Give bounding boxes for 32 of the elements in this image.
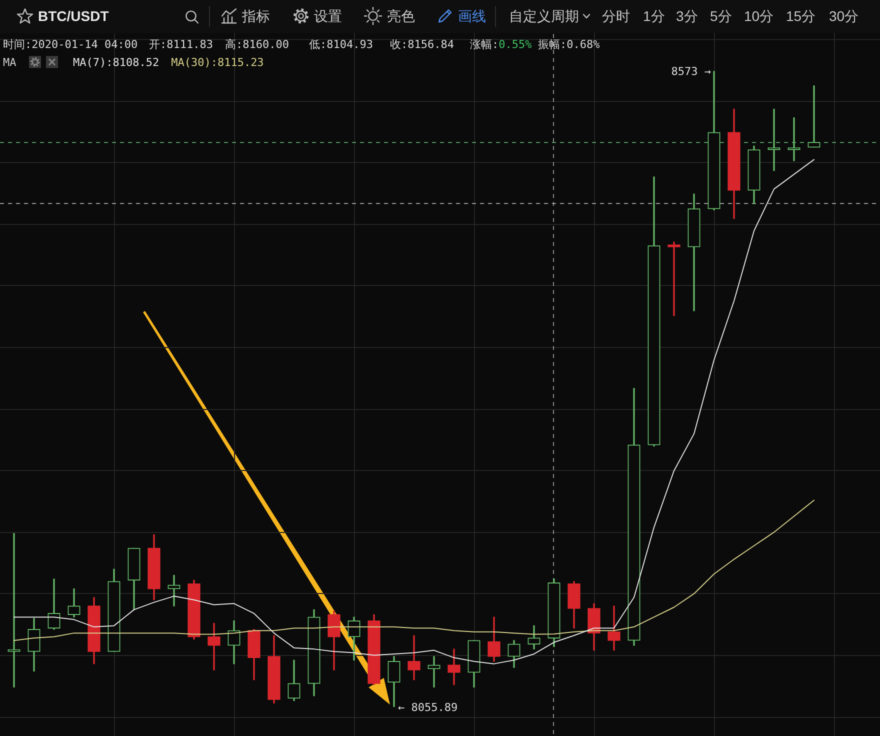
- candlestick: [448, 648, 460, 686]
- text: 高:8160.00: [225, 38, 289, 51]
- text: 3分: [676, 7, 698, 26]
- text: MA(30):8115.23: [171, 56, 264, 69]
- text: 1分: [643, 7, 665, 26]
- text: 涨幅:0.55%: [470, 38, 532, 51]
- candlestick: [208, 622, 220, 670]
- text: 5分: [710, 7, 732, 26]
- candlestick: [808, 85, 820, 148]
- text: MA(7):8108.52: [73, 56, 160, 69]
- text: 画线: [458, 7, 486, 26]
- text: 振幅:0.68%: [538, 38, 600, 51]
- candlestick: [668, 242, 680, 316]
- text: 指标: [242, 7, 270, 26]
- candlestick: [408, 635, 420, 680]
- text: 亮色: [387, 7, 415, 26]
- text: 30分: [829, 7, 859, 26]
- text: 时间:2020-01-14 04:00: [3, 38, 138, 51]
- text: 10分: [744, 7, 774, 26]
- candlestick: [8, 533, 20, 688]
- chart-title: BTC/USDT: [38, 7, 109, 26]
- text: 开:8111.83: [149, 38, 213, 51]
- text: 15分: [786, 7, 816, 26]
- text: MA: [3, 56, 16, 69]
- text: 自定义周期: [509, 7, 579, 26]
- text: 分时: [602, 7, 630, 26]
- annotation: ← 8055.89: [398, 700, 458, 714]
- annotation: 8573 →: [671, 64, 711, 78]
- text: 低:8104.93: [309, 38, 373, 51]
- text: 设置: [314, 7, 342, 26]
- text: 收:8156.84: [390, 38, 454, 51]
- candlestick: [428, 656, 440, 688]
